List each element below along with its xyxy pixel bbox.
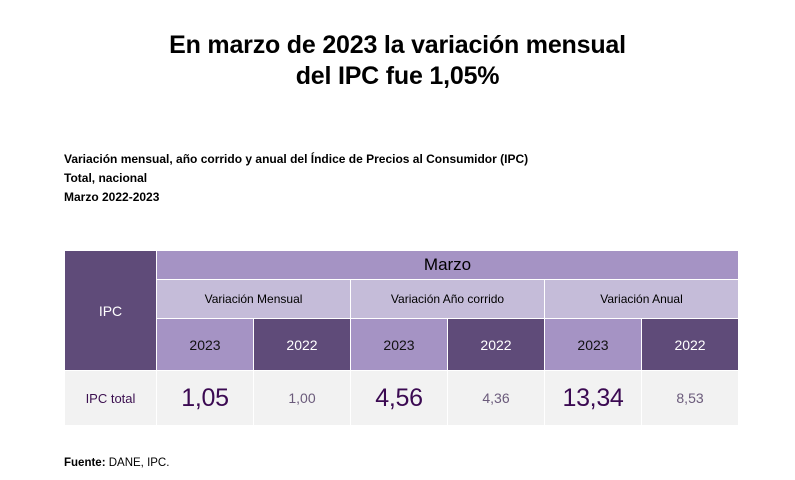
source-note-label: Fuente: (64, 457, 106, 469)
table-value-mensual-2023: 1,05 (157, 371, 253, 425)
table-value-mensual-2022: 1,00 (254, 371, 350, 425)
table-group-variacion-ano-corrido: Variación Año corrido (351, 280, 544, 319)
subtitle-line-2: Total, nacional (64, 171, 148, 185)
table-year-anual-2023: 2023 (545, 319, 641, 370)
table-year-ano-corrido-2023: 2023 (351, 319, 447, 370)
table-year-mensual-2022: 2022 (254, 319, 350, 370)
table-row-label-ipc-total: IPC total (65, 371, 156, 425)
table-row: IPC total 1,05 1,00 4,56 4,36 13,34 8,53 (65, 371, 739, 425)
table-year-anual-2022: 2022 (642, 319, 739, 370)
page-title-line-1: En marzo de 2023 la variación mensual (169, 31, 626, 59)
source-note: Fuente: DANE, IPC. (64, 457, 169, 469)
table-value-ano-corrido-2023: 4,56 (351, 371, 447, 425)
page-title: En marzo de 2023 la variación mensual de… (0, 30, 795, 92)
table-group-variacion-anual: Variación Anual (545, 280, 739, 319)
table-group-variacion-mensual: Variación Mensual (157, 280, 350, 319)
subtitle: Variación mensual, año corrido y anual d… (64, 150, 528, 207)
ipc-table-container: IPC Marzo Variación Mensual Variación Añ… (64, 250, 739, 426)
table-header-row-groups: Variación Mensual Variación Año corrido … (65, 280, 739, 319)
table-header-row-years: 2023 2022 2023 2022 2023 2022 (65, 319, 739, 370)
table-value-anual-2022: 8,53 (642, 371, 739, 425)
subtitle-line-3: Marzo 2022-2023 (64, 190, 160, 204)
table-corner-ipc: IPC (65, 251, 156, 370)
table-value-ano-corrido-2022: 4,36 (448, 371, 544, 425)
page-title-line-2: del IPC fue 1,05% (295, 62, 500, 90)
table-year-mensual-2023: 2023 (157, 319, 253, 370)
table-header-row-period: IPC Marzo (65, 251, 739, 370)
ipc-table: IPC Marzo Variación Mensual Variación Añ… (64, 250, 739, 426)
subtitle-line-1: Variación mensual, año corrido y anual d… (64, 152, 529, 166)
table-year-ano-corrido-2022: 2022 (448, 319, 544, 370)
table-period-band: Marzo (157, 251, 739, 280)
source-note-value: DANE, IPC. (105, 457, 170, 469)
table-value-anual-2023: 13,34 (545, 371, 641, 425)
